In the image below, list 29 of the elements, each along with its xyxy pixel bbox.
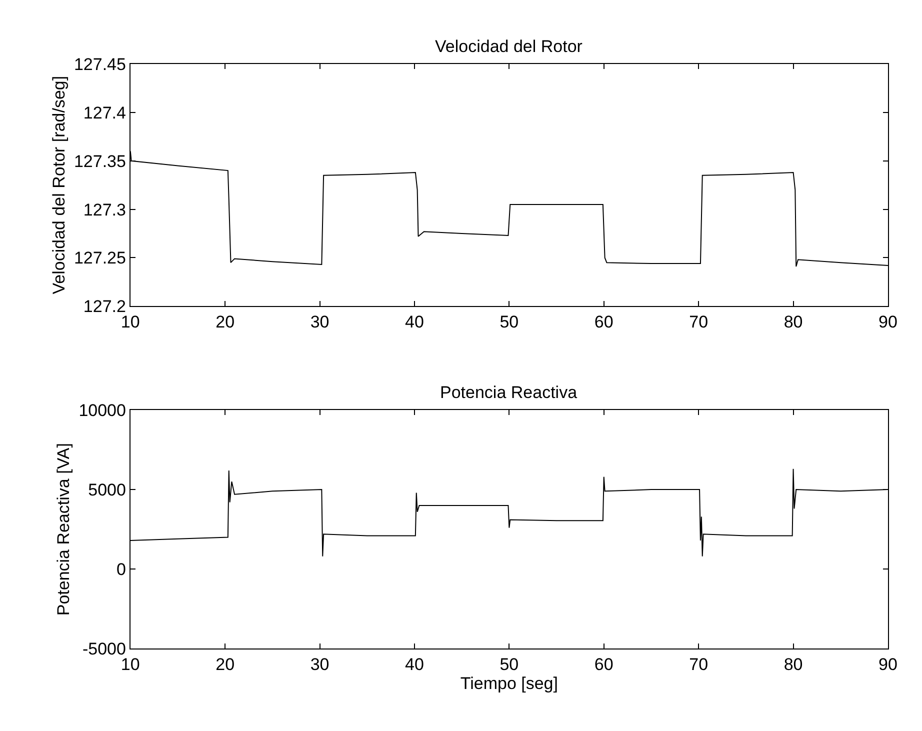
x-tick-label: 40 [405,655,424,674]
x-tick-label: 60 [594,312,614,332]
y-tick-label: 10000 [78,400,126,420]
y-tick-label: 127.25 [74,248,126,268]
y-tick-label: 127.3 [83,200,126,220]
y-tick-label: 127.35 [74,152,126,171]
chart-title: Velocidad del Rotor [435,37,583,56]
x-tick-label: 80 [784,655,803,674]
y-tick-label: 127.45 [74,54,126,74]
x-tick-label: 20 [216,655,235,674]
y-tick-label: 5000 [88,480,126,500]
x-tick-label: 40 [405,312,424,332]
x-tick-label: 80 [784,312,803,332]
x-tick-label: 30 [310,312,330,332]
y-axis-title: Potencia Reactiva [VA] [54,443,74,616]
y-tick-label: 0 [116,560,126,580]
x-tick-label: 50 [500,312,519,332]
x-tick-label: 30 [310,655,330,674]
x-tick-label: 90 [878,312,898,332]
x-tick-label: 60 [594,655,614,674]
x-tick-label: 50 [500,655,519,674]
y-axis-title: Velocidad del Rotor [rad/seg] [50,76,69,294]
x-tick-label: 70 [689,655,708,674]
x-tick-label: 20 [216,312,235,332]
x-axis-title: Tiempo [seg] [460,674,558,694]
x-tick-label: 90 [878,655,898,674]
x-tick-label: 70 [689,312,708,332]
chart-title: Potencia Reactiva [440,383,578,402]
y-tick-label: 127.4 [83,103,126,122]
